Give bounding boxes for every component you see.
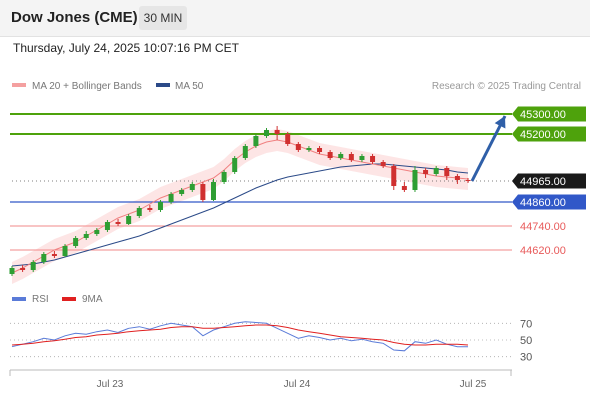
bb-legend-swatch bbox=[12, 83, 26, 87]
candle-body bbox=[30, 262, 36, 270]
bollinger-band bbox=[12, 129, 468, 284]
rsi-legend-swatch bbox=[12, 297, 26, 301]
candle-body bbox=[338, 154, 344, 158]
candle-body bbox=[115, 222, 121, 224]
instrument-title: Dow Jones (CME) bbox=[11, 9, 138, 26]
x-tick-label: Jul 24 bbox=[284, 379, 311, 390]
candle-body bbox=[126, 216, 132, 224]
candle-body bbox=[210, 182, 216, 200]
candle-body bbox=[359, 156, 365, 160]
rsi-legend-label: RSI bbox=[32, 294, 49, 305]
candle-body bbox=[9, 268, 15, 274]
candle-body bbox=[242, 146, 248, 158]
candle-body bbox=[433, 168, 439, 174]
candle-body bbox=[73, 238, 79, 246]
timeframe-button[interactable]: 30 MIN bbox=[139, 6, 187, 30]
candle-body bbox=[317, 148, 323, 152]
support-level-label: 44740.00 bbox=[520, 221, 566, 233]
candle-body bbox=[285, 134, 291, 144]
candle-body bbox=[20, 268, 26, 270]
rsi-line bbox=[11, 321, 468, 352]
candle-body bbox=[454, 176, 460, 180]
candle-body bbox=[94, 230, 100, 234]
candle-body bbox=[136, 208, 142, 216]
pivot-level-tag bbox=[512, 194, 586, 210]
level-labels: 45300.00 45200.00 44965.00 44860.00 44740.00… bbox=[512, 106, 586, 257]
candle-body bbox=[51, 254, 57, 256]
last-level-label: 44965.00 bbox=[520, 176, 566, 188]
rsi-tick-label: 50 bbox=[520, 335, 532, 347]
x-tick-label: Jul 23 bbox=[97, 379, 124, 390]
candle-body bbox=[380, 162, 386, 166]
candle-body bbox=[423, 170, 429, 174]
projection-arrow-head bbox=[494, 116, 506, 129]
resistance-level-tag bbox=[512, 126, 586, 142]
ma50-line bbox=[11, 163, 469, 267]
header-bar: Dow Jones (CME) 30 MIN bbox=[0, 0, 590, 37]
candle-body bbox=[83, 234, 89, 238]
candle-body bbox=[221, 172, 227, 182]
candle-body bbox=[157, 202, 163, 210]
candle-body bbox=[179, 190, 185, 194]
candle-body bbox=[274, 130, 280, 134]
rsi-ma-line bbox=[11, 324, 469, 346]
candle-body bbox=[264, 130, 270, 136]
pivot-level-label: 44860.00 bbox=[520, 197, 566, 209]
credit-label: Research © 2025 Trading Central bbox=[432, 81, 581, 92]
candle-body bbox=[348, 154, 354, 160]
candle-body bbox=[370, 156, 376, 162]
candle-body bbox=[253, 136, 259, 146]
candle-body bbox=[327, 152, 333, 158]
x-tick-label: Jul 25 bbox=[460, 379, 487, 390]
candle-body bbox=[465, 180, 471, 181]
candle-body bbox=[104, 222, 110, 230]
resistance-level-label: 45200.00 bbox=[520, 129, 566, 141]
candle-body bbox=[189, 184, 195, 190]
candle-body bbox=[295, 144, 301, 150]
last-level-tag bbox=[512, 173, 586, 189]
candle-body bbox=[147, 208, 153, 210]
candle-body bbox=[444, 168, 450, 176]
resistance-level-label: 45300.00 bbox=[520, 109, 566, 121]
candle-body bbox=[391, 166, 397, 186]
rsi-tick-label: 70 bbox=[520, 318, 532, 330]
main-plot bbox=[9, 113, 512, 284]
ma9-legend-label: 9MA bbox=[82, 294, 103, 305]
resistance-level-tag bbox=[512, 106, 586, 122]
datetime-label: Thursday, July 24, 2025 10:07:16 PM CET bbox=[13, 41, 239, 55]
candle-body bbox=[41, 254, 47, 262]
ma50-legend-label: MA 50 bbox=[175, 81, 204, 92]
candle-body bbox=[62, 246, 68, 256]
candle-body bbox=[401, 186, 407, 190]
projection-arrow bbox=[470, 115, 507, 182]
candle-body bbox=[168, 194, 174, 202]
ma50-legend-swatch bbox=[156, 83, 170, 87]
candle-body bbox=[306, 148, 312, 150]
bb-legend-label: MA 20 + Bollinger Bands bbox=[32, 81, 142, 92]
candle-body bbox=[200, 184, 206, 200]
candle-body bbox=[412, 170, 418, 190]
rsi-plot: 70 50 30 bbox=[10, 318, 532, 364]
support-level-label: 44620.00 bbox=[520, 245, 566, 257]
candle-body bbox=[232, 158, 238, 172]
rsi-tick-label: 30 bbox=[520, 352, 532, 364]
ma9-legend-swatch bbox=[62, 297, 76, 301]
